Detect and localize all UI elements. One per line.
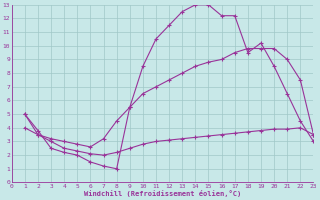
X-axis label: Windchill (Refroidissement éolien,°C): Windchill (Refroidissement éolien,°C) [84,190,241,197]
